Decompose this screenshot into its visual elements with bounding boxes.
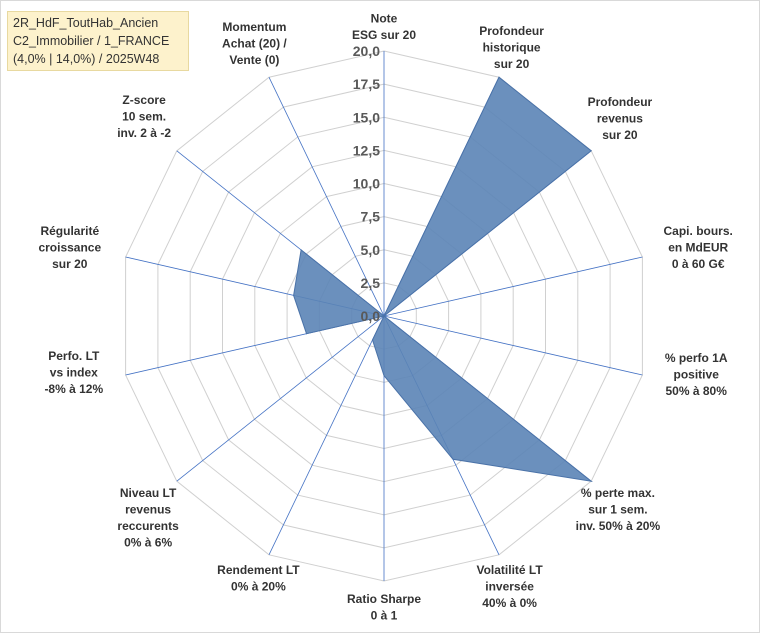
axis-label: Niveau LT revenus reccurents 0% à 6% xyxy=(117,486,179,550)
axis-label-line: revenus xyxy=(125,503,171,517)
data-point xyxy=(452,458,454,460)
tick-label: 2,5 xyxy=(361,275,381,291)
axis-label: % perfo 1A positive 50% à 80% xyxy=(665,351,728,398)
axis-label-line: Z-score xyxy=(122,93,166,107)
axis-label-line: Rendement LT xyxy=(217,563,300,577)
axis-label: Volatilité LT inversée 40% à 0% xyxy=(476,563,543,610)
axis-label-line: inversée xyxy=(485,580,534,594)
axis-label-line: sur 1 sem. xyxy=(588,503,647,517)
axis-label: Profondeur revenus sur 20 xyxy=(588,95,653,142)
axis-label-line: 0% à 20% xyxy=(231,580,286,594)
axis-spoke xyxy=(268,315,385,555)
axis-label-line: inv. 50% à 20% xyxy=(576,519,661,533)
axis-label-line: croissance xyxy=(38,241,101,255)
tick-label: 20,0 xyxy=(353,43,380,59)
axis-label-line: 0 à 1 xyxy=(371,609,398,623)
axis-spoke xyxy=(268,77,385,317)
axis-label-line: Vente (0) xyxy=(229,53,279,67)
axis-label-line: Régularité xyxy=(40,224,99,238)
axis-label: Momentum Achat (20) / Vente (0) xyxy=(222,20,287,67)
axis-label-line: Niveau LT xyxy=(120,486,177,500)
axis-label-line: Volatilité LT xyxy=(476,563,543,577)
axis-label-line: ESG sur 20 xyxy=(352,28,416,42)
data-point xyxy=(293,294,295,296)
chart-title-box: 2R_HdF_ToutHab_Ancien C2_Immobilier / 1_… xyxy=(7,11,189,71)
axis-label-line: revenus xyxy=(597,112,643,126)
axis-label-line: historique xyxy=(483,40,541,54)
axis-label-line: positive xyxy=(674,367,720,381)
data-point xyxy=(372,339,373,341)
axis-label-line: en MdEUR xyxy=(668,241,728,255)
axis-label-line: sur 20 xyxy=(52,257,88,271)
axis-label-line: vs index xyxy=(50,365,98,379)
axis-label-line: Ratio Sharpe xyxy=(347,592,421,606)
axis-label-line: reccurents xyxy=(117,519,179,533)
axis-spoke xyxy=(176,315,385,482)
axis-label-line: % perte max. xyxy=(581,486,655,500)
axis-label: Z-score 10 sem. inv. 2 à -2 xyxy=(117,93,171,140)
tick-label: 5,0 xyxy=(361,242,381,258)
tick-label: 17,5 xyxy=(353,76,380,92)
data-point xyxy=(306,333,307,335)
tick-label: 15,0 xyxy=(353,109,380,125)
title-line-3: (4,0% | 14,0%) / 2025W48 xyxy=(13,52,160,66)
axis-label-line: sur 20 xyxy=(602,128,638,142)
axis-label-line: 0% à 6% xyxy=(124,536,172,550)
axis-label-line: 40% à 0% xyxy=(482,596,537,610)
axis-label-line: Profondeur xyxy=(479,24,544,38)
title-line-2: C2_Immobilier / 1_FRANCE xyxy=(13,34,170,48)
data-point xyxy=(383,315,385,317)
axis-spoke xyxy=(383,256,643,317)
axis-label: Ratio Sharpe 0 à 1 xyxy=(347,592,421,623)
axis-label-line: Perfo. LT xyxy=(48,349,100,363)
data-point xyxy=(590,480,592,482)
tick-label: 12,5 xyxy=(353,142,380,158)
axis-label-line: Capi. bours. xyxy=(664,224,733,238)
axis-spoke xyxy=(383,315,643,376)
tick-label: 7,5 xyxy=(361,209,381,225)
data-point xyxy=(498,76,500,78)
data-point xyxy=(590,150,592,152)
axis-label-line: sur 20 xyxy=(494,57,530,71)
axis-label-line: Profondeur xyxy=(588,95,653,109)
data-point xyxy=(383,375,385,377)
axis-label: Régularité croissance sur 20 xyxy=(38,224,101,271)
axis-label: Rendement LT 0% à 20% xyxy=(217,563,300,594)
axis-label-line: inv. 2 à -2 xyxy=(117,126,171,140)
axis-label-line: 50% à 80% xyxy=(666,384,728,398)
tick-label: 0,0 xyxy=(361,308,381,324)
axis-label: Perfo. LT vs index -8% à 12% xyxy=(44,349,103,396)
axis-label-line: Note xyxy=(371,12,398,26)
axis-label-line: -8% à 12% xyxy=(44,382,103,396)
tick-label: 10,0 xyxy=(353,176,380,192)
axis-label: Note ESG sur 20 xyxy=(352,12,416,43)
axis-label: Profondeur historique sur 20 xyxy=(479,24,544,71)
axis-label-line: Achat (20) / xyxy=(222,36,287,50)
title-line-1: 2R_HdF_ToutHab_Ancien xyxy=(13,16,159,30)
axis-label-line: % perfo 1A xyxy=(665,351,728,365)
axis-label-line: 0 à 60 G€ xyxy=(672,257,725,271)
data-point xyxy=(300,249,302,251)
axis-label-line: 10 sem. xyxy=(122,110,166,124)
axis-label: % perte max. sur 1 sem. inv. 50% à 20% xyxy=(576,486,661,533)
axis-label: Capi. bours. en MdEUR 0 à 60 G€ xyxy=(664,224,733,271)
axis-label-line: Momentum xyxy=(222,20,286,34)
